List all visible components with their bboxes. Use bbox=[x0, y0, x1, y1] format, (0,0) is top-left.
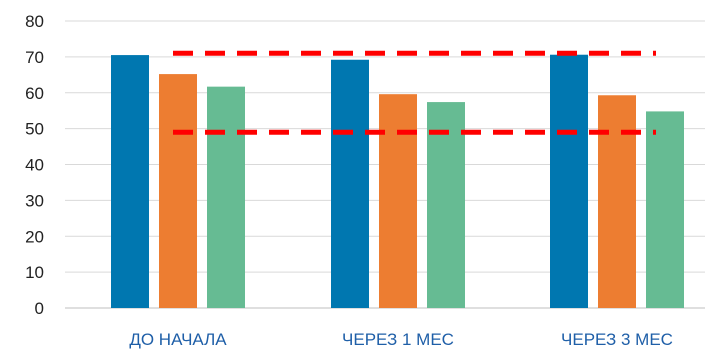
bars bbox=[111, 54, 684, 309]
x-category-label: ЧЕРЕЗ 3 МЕС bbox=[561, 330, 673, 349]
y-tick-label: 70 bbox=[25, 48, 44, 67]
bar bbox=[207, 86, 245, 309]
y-tick-label: 30 bbox=[25, 191, 44, 210]
bar bbox=[550, 54, 588, 308]
bar bbox=[159, 74, 197, 308]
bar bbox=[598, 95, 636, 308]
bar bbox=[379, 94, 417, 308]
bar bbox=[427, 102, 465, 308]
reference-lines bbox=[173, 50, 656, 135]
y-tick-label: 60 bbox=[25, 84, 44, 103]
y-tick-label: 50 bbox=[25, 120, 44, 139]
y-tick-label: 80 bbox=[25, 12, 44, 31]
y-axis-ticks: 0 10 20 30 40 50 60 70 80 bbox=[25, 12, 44, 318]
bar bbox=[646, 111, 684, 308]
x-category-label: ДО НАЧАЛА bbox=[129, 330, 227, 349]
x-axis-labels: ДО НАЧАЛА ЧЕРЕЗ 1 МЕС ЧЕРЕЗ 3 МЕС bbox=[129, 330, 673, 349]
y-tick-label: 10 bbox=[25, 263, 44, 282]
bar bbox=[331, 59, 369, 309]
x-category-label: ЧЕРЕЗ 1 МЕС bbox=[342, 330, 454, 349]
bar bbox=[111, 55, 149, 308]
y-tick-label: 20 bbox=[25, 227, 44, 246]
y-tick-label: 40 bbox=[25, 156, 44, 175]
y-tick-label: 0 bbox=[35, 299, 44, 318]
